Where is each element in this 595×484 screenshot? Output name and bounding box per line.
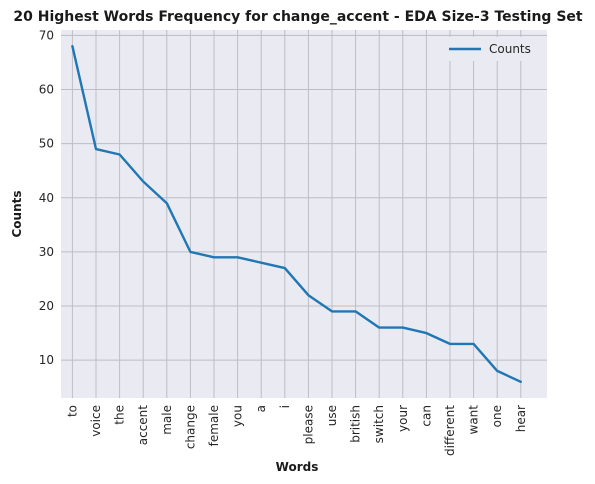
- y-tick-label: 20: [39, 299, 54, 313]
- x-tick-label: different: [443, 405, 457, 456]
- plot-area: [61, 30, 547, 398]
- y-tick-label: 60: [39, 83, 54, 97]
- x-tick-label: a: [254, 405, 268, 412]
- legend: Counts: [444, 37, 540, 61]
- x-tick-label: accent: [136, 405, 150, 446]
- grid-lines: [61, 30, 547, 398]
- x-tick-label: can: [419, 405, 433, 427]
- x-tick-label: change: [183, 405, 197, 449]
- x-tick-label: i: [278, 405, 292, 408]
- series-line-counts: [71, 45, 522, 383]
- x-tick-label: male: [160, 405, 174, 435]
- x-tick-label: hear: [514, 405, 528, 432]
- x-axis-ticks: to voice the accent male change female you a i ple…: [65, 405, 527, 456]
- x-axis-label: Words: [276, 460, 319, 474]
- y-tick-label: 10: [39, 353, 54, 367]
- legend-label-counts: Counts: [489, 42, 531, 56]
- x-tick-label: your: [396, 405, 410, 432]
- y-tick-label: 70: [39, 28, 54, 42]
- x-tick-label: use: [325, 405, 339, 426]
- y-axis-ticks: 10 20 30 40 50 60 70: [39, 28, 54, 367]
- x-tick-label: switch: [372, 405, 386, 443]
- x-tick-label: british: [349, 405, 363, 443]
- x-tick-label: please: [301, 405, 315, 444]
- y-tick-label: 30: [39, 245, 54, 259]
- y-axis-label: Counts: [10, 190, 24, 237]
- x-tick-label: to: [65, 405, 79, 417]
- x-tick-label: want: [467, 405, 481, 435]
- y-tick-label: 50: [39, 137, 54, 151]
- x-tick-label: female: [207, 405, 221, 446]
- x-tick-label: one: [490, 405, 504, 427]
- x-tick-label: you: [231, 405, 245, 427]
- x-tick-label: the: [113, 405, 127, 425]
- y-tick-label: 40: [39, 191, 54, 205]
- x-tick-label: voice: [89, 405, 103, 437]
- chart-title: 20 Highest Words Frequency for change_ac…: [13, 9, 583, 25]
